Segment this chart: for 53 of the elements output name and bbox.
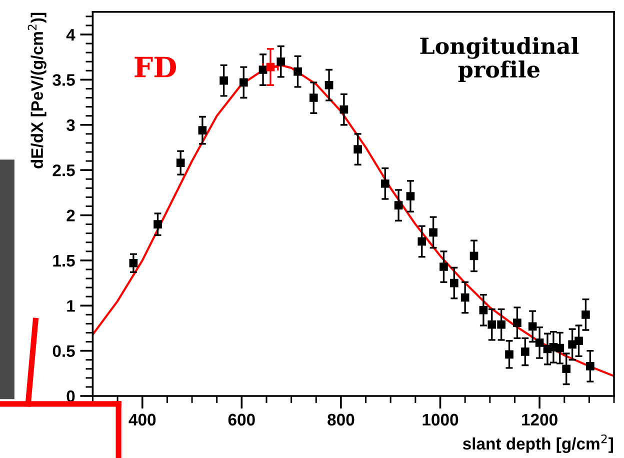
point bbox=[497, 320, 506, 329]
point bbox=[294, 67, 302, 76]
y-tick-label: 0.5 bbox=[52, 345, 75, 358]
x-tick-label: 400 bbox=[128, 414, 156, 426]
point bbox=[574, 336, 583, 346]
point bbox=[340, 105, 348, 114]
y-tick-label: 3 bbox=[66, 119, 75, 132]
point bbox=[276, 57, 286, 66]
x-axis-title: slant depth [g/cm$^{2}$] bbox=[462, 434, 613, 454]
point bbox=[198, 126, 207, 134]
point bbox=[380, 179, 390, 188]
y-tick-label: 4 bbox=[66, 29, 76, 41]
x-tick-label: 1200 bbox=[522, 414, 558, 426]
x-tick-label: 600 bbox=[228, 414, 255, 426]
point bbox=[505, 350, 514, 359]
point bbox=[406, 192, 415, 200]
y-tick-label: 1 bbox=[67, 300, 75, 312]
annotation: FD bbox=[134, 56, 176, 78]
y-axis-title: dE/dX [PeV/(g/cm$^{2}$)] bbox=[28, 12, 46, 168]
point bbox=[129, 258, 138, 268]
point bbox=[394, 201, 403, 210]
point bbox=[176, 158, 185, 167]
point bbox=[470, 252, 478, 260]
point bbox=[220, 76, 228, 85]
point bbox=[460, 293, 470, 302]
y-tick-label: 2 bbox=[66, 210, 75, 222]
y-tick-label: 2.5 bbox=[52, 164, 75, 176]
point bbox=[450, 278, 458, 288]
y-tick-label: 1.5 bbox=[53, 255, 75, 267]
y-tick-label: 0 bbox=[66, 390, 75, 402]
point bbox=[535, 338, 544, 347]
point bbox=[586, 362, 594, 370]
point bbox=[266, 62, 275, 72]
point bbox=[154, 220, 162, 228]
point bbox=[429, 228, 438, 237]
point bbox=[354, 145, 362, 154]
point bbox=[556, 344, 564, 352]
point bbox=[520, 348, 530, 356]
point bbox=[582, 310, 590, 319]
point bbox=[324, 80, 334, 90]
x-tick-label: 1000 bbox=[422, 414, 458, 426]
point bbox=[239, 78, 248, 87]
point bbox=[488, 320, 496, 329]
point bbox=[309, 94, 318, 102]
point bbox=[528, 322, 537, 331]
point bbox=[440, 262, 448, 271]
point bbox=[513, 318, 522, 327]
annotation: Longitudinal profile bbox=[420, 37, 579, 82]
y-tick-label: 3.5 bbox=[52, 74, 75, 86]
point bbox=[562, 364, 571, 374]
x-tick-label: 800 bbox=[328, 414, 354, 426]
point bbox=[479, 306, 488, 314]
point bbox=[418, 237, 426, 246]
